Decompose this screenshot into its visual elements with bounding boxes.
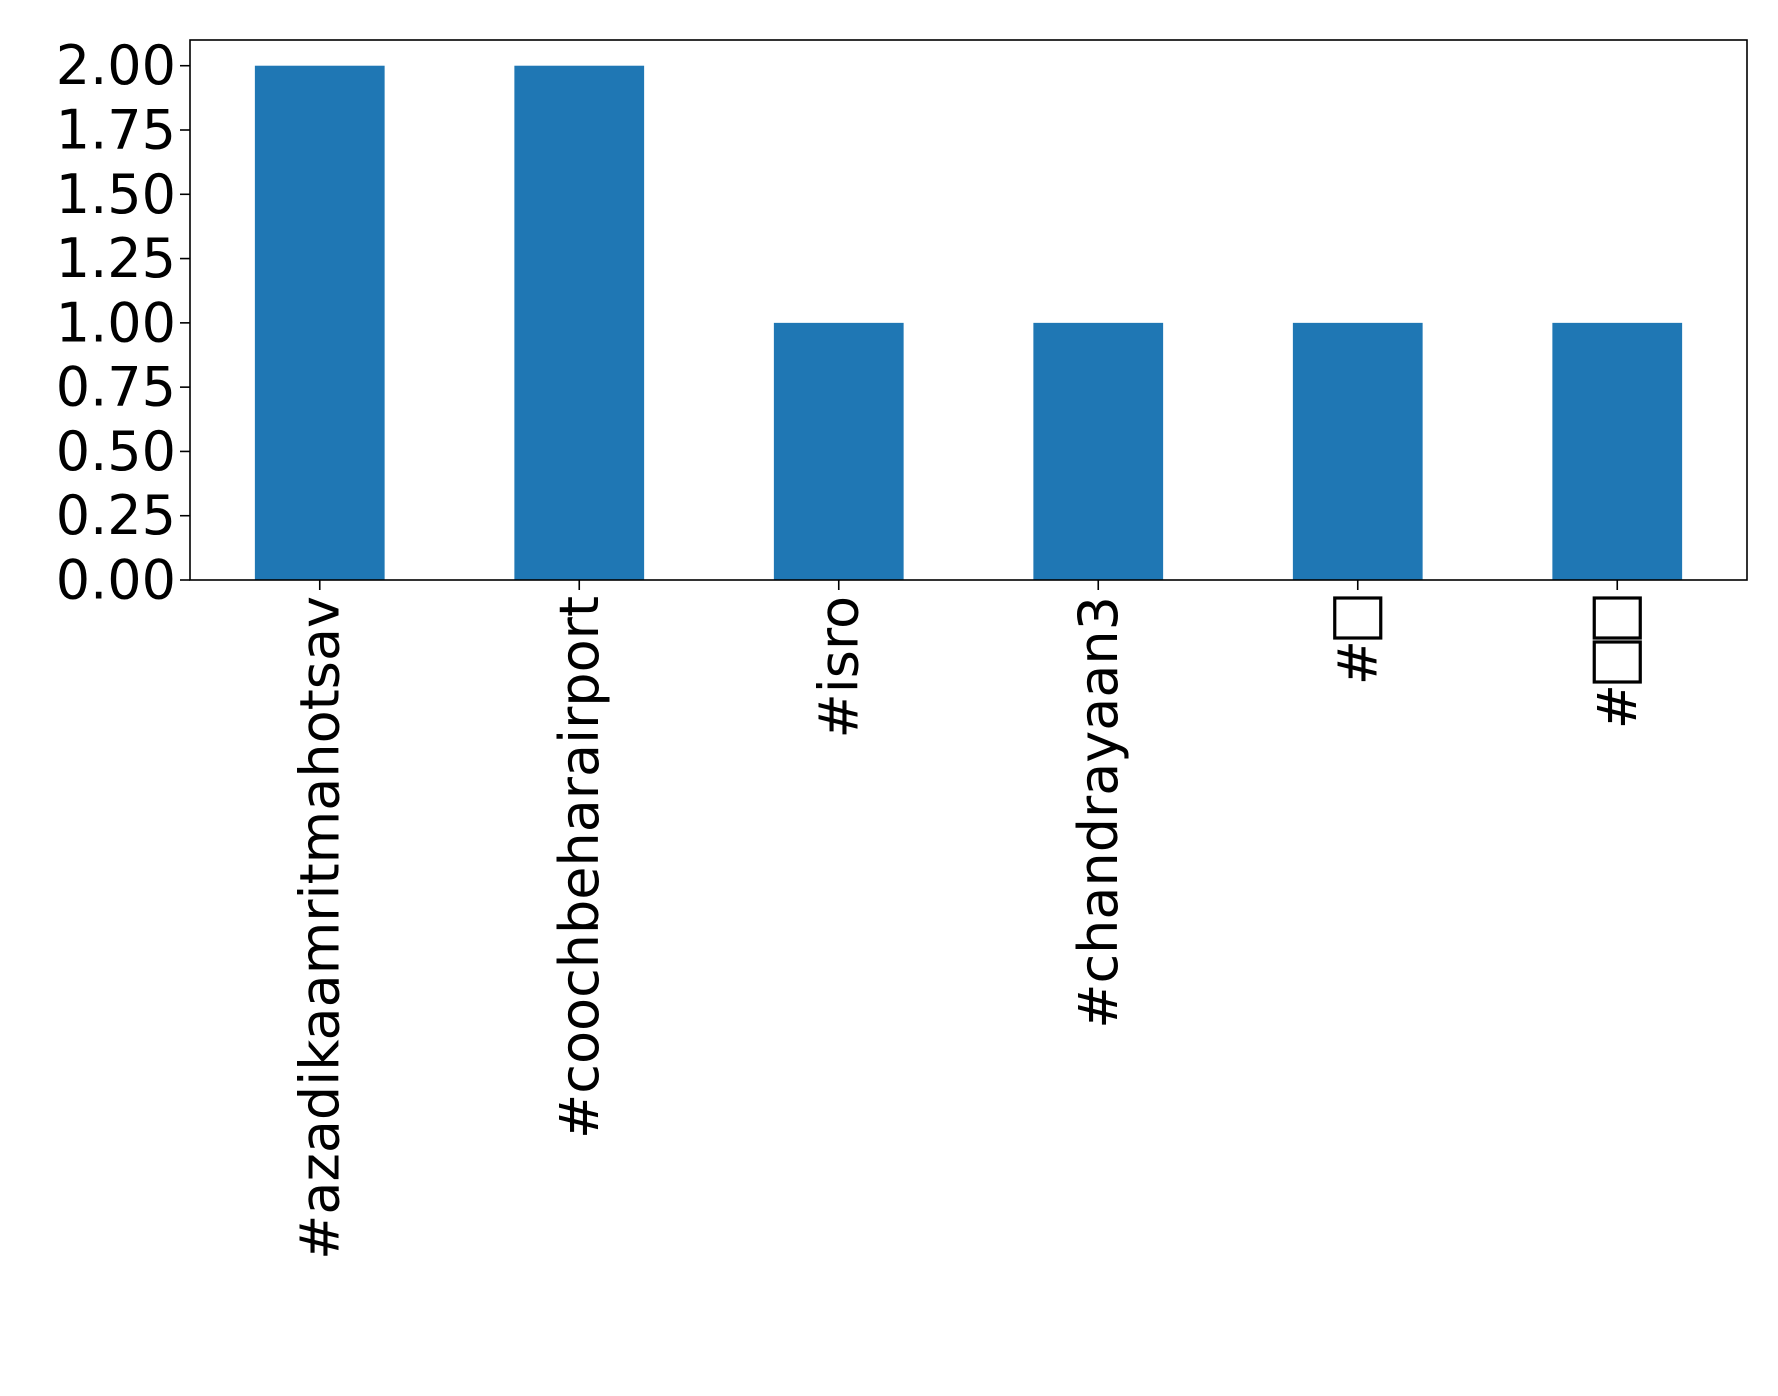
bar-1 bbox=[514, 65, 645, 580]
x-tick-label-text-2: #isro bbox=[807, 596, 870, 738]
x-tick-label-text-3: #chandrayaan3 bbox=[1067, 596, 1130, 1029]
y-tick-label-7: 1.75 bbox=[56, 99, 176, 162]
missing-glyph-box-4-0 bbox=[1333, 596, 1383, 640]
bar-2 bbox=[773, 322, 904, 580]
y-tick-label-8: 2.00 bbox=[56, 34, 176, 97]
x-tick-label-text-1: #coochbeharairport bbox=[548, 596, 611, 1139]
x-tick-label-3: #chandrayaan3 bbox=[1067, 596, 1130, 1029]
x-tick-label-1: #coochbeharairport bbox=[548, 596, 611, 1139]
x-tick-label-2: #isro bbox=[807, 596, 870, 738]
plot-frame bbox=[189, 39, 1748, 581]
y-tick-label-3: 0.75 bbox=[56, 356, 176, 419]
y-axis: 0.000.250.500.751.001.251.501.752.00 bbox=[56, 34, 190, 612]
y-tick-label-5: 1.25 bbox=[56, 227, 176, 290]
bar-0 bbox=[254, 65, 385, 580]
y-tick-label-4: 1.00 bbox=[56, 291, 176, 354]
y-tick-label-1: 0.25 bbox=[56, 484, 176, 547]
y-tick-label-2: 0.50 bbox=[56, 420, 176, 483]
y-tick-label-0: 0.00 bbox=[56, 549, 176, 612]
plot-area bbox=[190, 40, 1747, 580]
bar-3 bbox=[1033, 322, 1164, 580]
bar-4 bbox=[1292, 322, 1423, 580]
bar-5 bbox=[1552, 322, 1683, 580]
missing-glyph-box-5-0 bbox=[1592, 640, 1642, 684]
bars-group bbox=[254, 65, 1683, 580]
x-tick-label-4: # bbox=[1326, 596, 1389, 685]
x-tick-label-5: # bbox=[1586, 596, 1649, 729]
x-axis: #azadikaamritmahotsav #coochbeharairport #… bbox=[288, 580, 1649, 1260]
x-tick-label-text-4: # bbox=[1326, 640, 1389, 685]
missing-glyph-box-5-1 bbox=[1592, 596, 1642, 640]
x-tick-label-text-0: #azadikaamritmahotsav bbox=[288, 596, 351, 1260]
x-tick-label-0: #azadikaamritmahotsav bbox=[288, 596, 351, 1260]
x-tick-label-text-5: # bbox=[1586, 684, 1649, 729]
y-tick-label-6: 1.50 bbox=[56, 163, 176, 226]
